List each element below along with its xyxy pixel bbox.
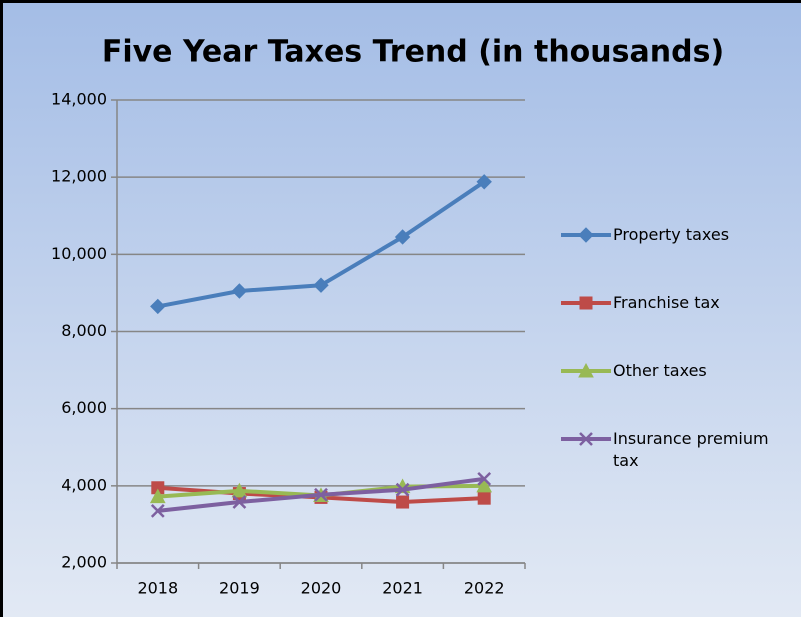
y-tick-label: 4,000 <box>61 475 107 494</box>
y-tick-label: 10,000 <box>51 244 107 263</box>
x-tick-label: 2021 <box>382 579 423 598</box>
marker <box>313 277 329 293</box>
legend-key <box>561 227 611 243</box>
marker <box>150 504 165 518</box>
marker <box>476 174 492 190</box>
legend-item: Other taxes <box>559 353 799 421</box>
y-tick-label: 12,000 <box>51 167 107 186</box>
y-tick-label: 8,000 <box>61 321 107 340</box>
x-tick-label: 2020 <box>301 579 342 598</box>
legend-label: Franchise tax <box>613 293 720 312</box>
marker <box>150 298 166 315</box>
chart-title: Five Year Taxes Trend (in thousands) <box>102 35 724 70</box>
marker <box>395 482 410 497</box>
marker <box>231 482 248 498</box>
marker <box>232 495 247 509</box>
legend-label: Property taxes <box>613 225 730 244</box>
legend-key <box>561 362 611 378</box>
marker <box>579 296 593 310</box>
x-tick-label: 2018 <box>137 579 178 598</box>
legend-key <box>561 296 611 310</box>
y-tick-label: 14,000 <box>51 90 107 109</box>
legend: Property taxes Franchise tax Other taxes In… <box>559 217 799 489</box>
x-tick-label: 2022 <box>464 579 505 598</box>
marker <box>149 488 166 504</box>
marker <box>476 477 493 493</box>
marker <box>394 229 411 245</box>
marker <box>477 491 491 505</box>
legend-item: Property taxes <box>559 217 799 285</box>
legend-key <box>561 432 611 446</box>
marker <box>231 283 248 299</box>
marker <box>314 487 328 502</box>
x-tick-label: 2019 <box>219 579 260 598</box>
legend-label: Insurance premium tax <box>613 429 769 470</box>
marker <box>579 432 593 446</box>
marker <box>396 495 410 509</box>
marker <box>477 472 492 486</box>
marker <box>578 362 594 378</box>
y-tick-label: 2,000 <box>61 553 107 572</box>
legend-label: Other taxes <box>613 361 707 380</box>
legend-item: Franchise tax <box>559 285 799 353</box>
y-tick-label: 6,000 <box>61 398 107 417</box>
plot: Five Year Taxes Trend (in thousands) 2,0… <box>51 35 724 598</box>
marker <box>578 227 594 243</box>
legend-item: Insurance premium tax <box>559 421 799 489</box>
